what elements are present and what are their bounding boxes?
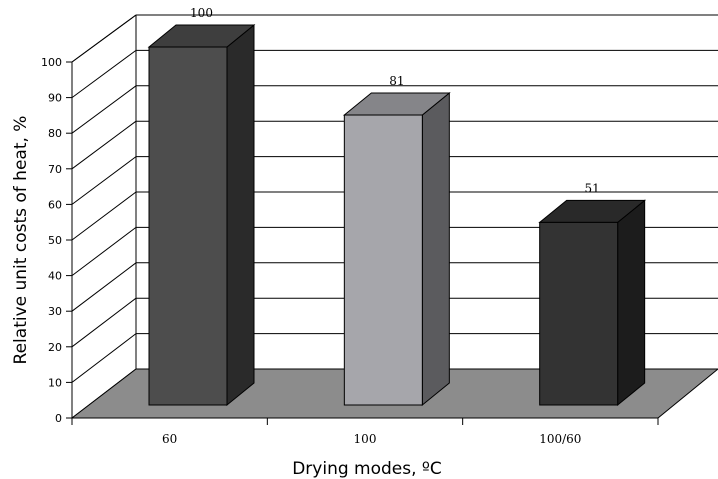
y-tick-label: 30 [48, 305, 62, 318]
bar-100/60 [538, 199, 647, 407]
x-tick-labels: 60 100 100/60 [71, 418, 659, 446]
y-tick-labels: 0 10 20 30 40 50 60 70 80 90 100 [41, 56, 72, 425]
bar-side-face [226, 23, 255, 407]
y-tick-label: 90 [48, 92, 62, 105]
x-tick-label: 100 [354, 432, 377, 446]
bar-side-face [421, 91, 450, 407]
y-tick-label: 10 [48, 376, 62, 389]
y-tick-label: 80 [48, 127, 62, 140]
y-tick-label: 0 [55, 412, 62, 425]
gridline-side [71, 333, 137, 383]
gridline-side [71, 191, 137, 241]
gridline-side [71, 49, 137, 99]
y-tick-label: 70 [48, 163, 62, 176]
x-axis-label: Drying modes, ºC [292, 459, 442, 479]
gridline-side [71, 120, 137, 170]
x-tick-label: 60 [162, 432, 177, 446]
data-label: 81 [389, 74, 404, 88]
bar-front-face [148, 46, 228, 406]
gridline-side [71, 85, 137, 134]
bar-side-face [617, 199, 646, 407]
gridline-side [71, 227, 137, 276]
gridline-side [71, 262, 137, 312]
y-tick-label: 40 [48, 270, 62, 283]
gridline-side [71, 156, 137, 205]
x-tick-label: 100/60 [539, 432, 581, 446]
gridline-side [71, 297, 137, 348]
y-tick-label: 50 [48, 234, 62, 247]
y-tick-label: 100 [41, 56, 62, 69]
bars [147, 23, 647, 407]
data-label: 51 [585, 181, 600, 195]
data-label: 100 [190, 6, 213, 20]
bar-front-face [539, 221, 619, 406]
bar-100 [342, 91, 451, 407]
bar-60 [147, 23, 256, 407]
gridline-side [71, 14, 137, 63]
bar-front-face [343, 114, 423, 406]
data-labels: 100 81 51 [190, 6, 600, 195]
y-tick-label: 20 [48, 341, 62, 354]
y-tick-label: 60 [48, 198, 62, 211]
y-axis-label: Relative unit costs of heat, % [11, 116, 31, 365]
